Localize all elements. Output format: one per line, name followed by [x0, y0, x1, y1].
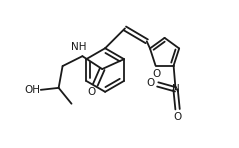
Text: N: N — [172, 84, 179, 94]
Text: O: O — [87, 87, 95, 97]
Text: O: O — [174, 112, 182, 122]
Text: O: O — [152, 69, 161, 79]
Text: O: O — [147, 78, 155, 89]
Text: NH: NH — [71, 42, 86, 52]
Text: OH: OH — [25, 85, 41, 95]
